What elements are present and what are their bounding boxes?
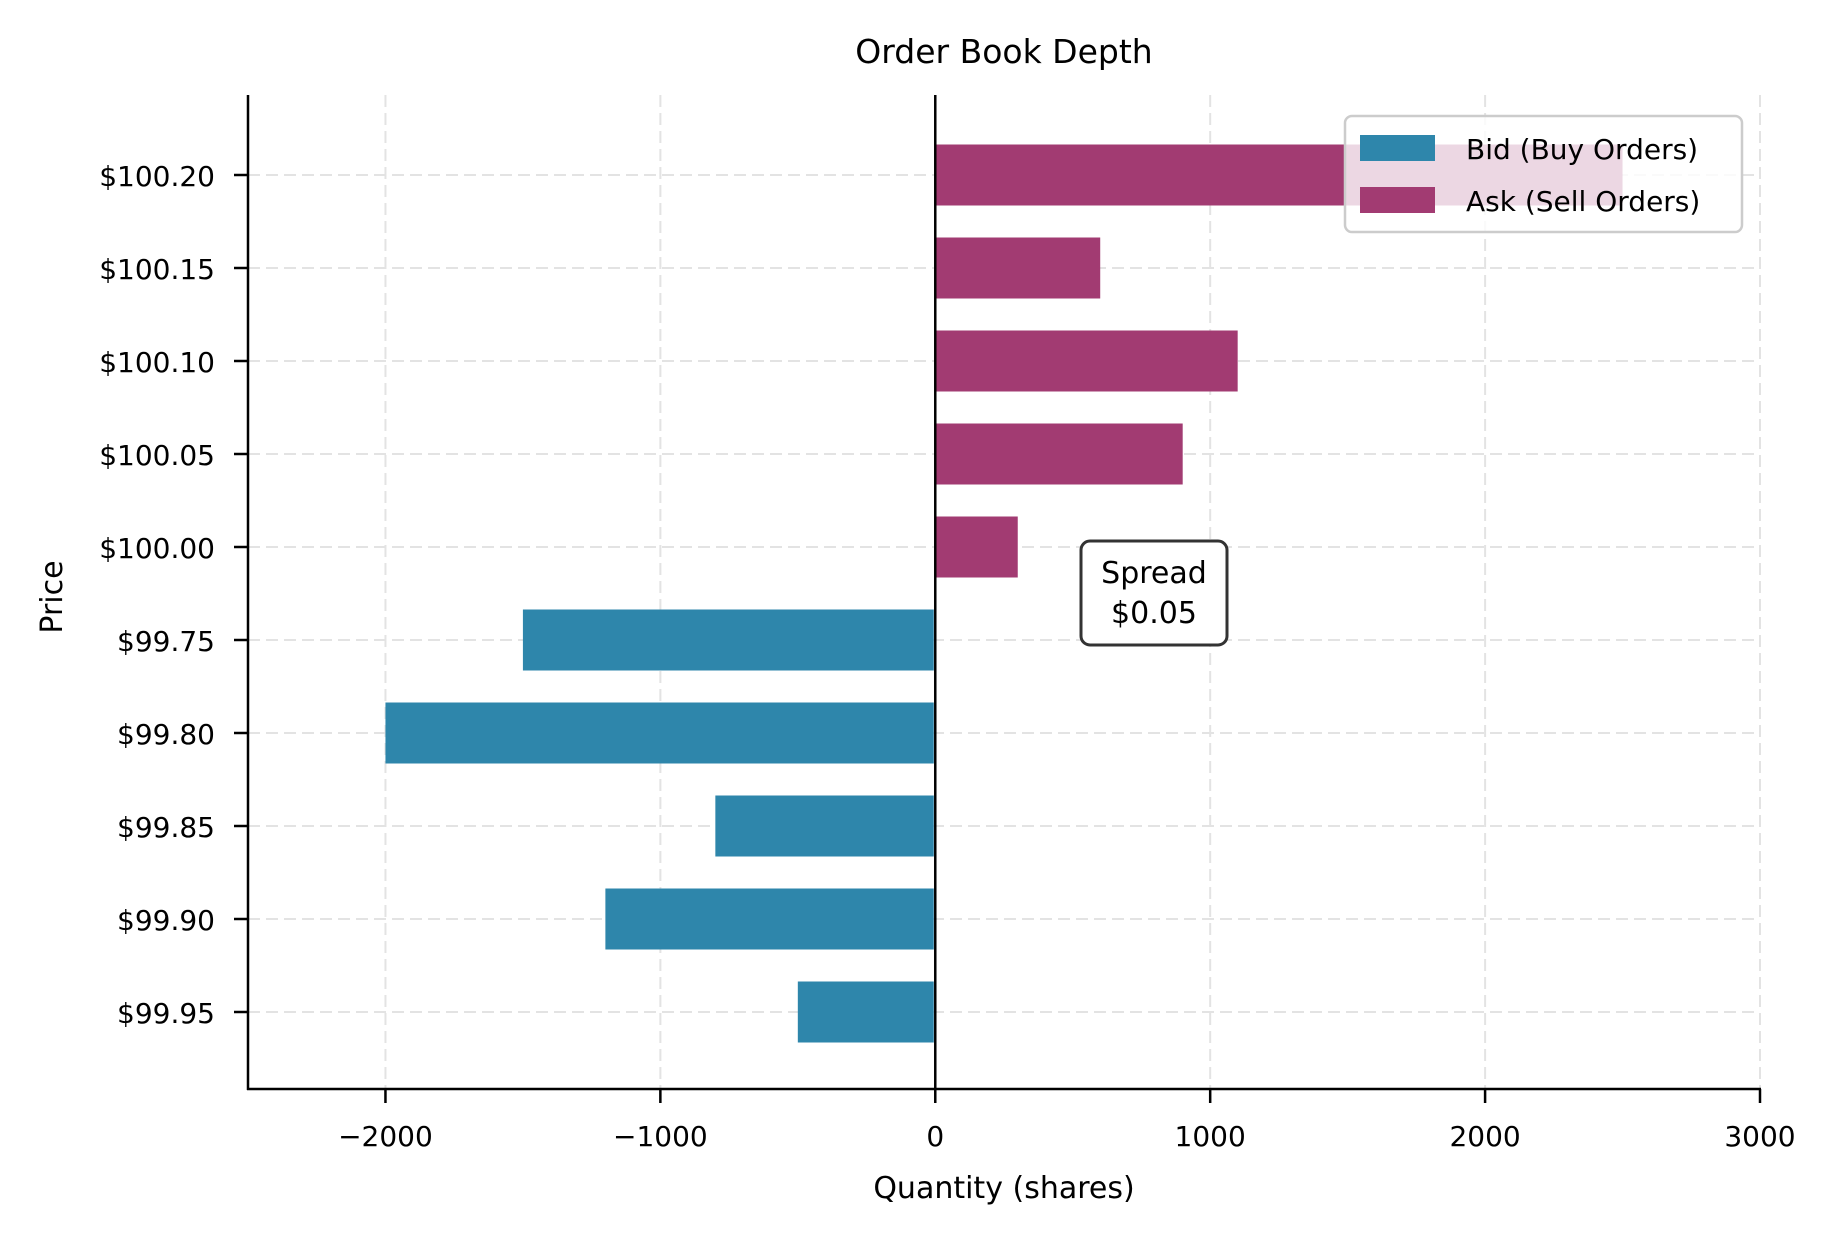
y-tick-label: $99.75 (117, 625, 215, 658)
y-tick-label: $100.10 (99, 346, 215, 379)
ask-bar (935, 423, 1183, 485)
legend-label-ask: Ask (Sell Orders) (1466, 185, 1700, 218)
legend-swatch-ask (1360, 187, 1435, 213)
bars (385, 144, 1623, 1043)
ask-bar (935, 237, 1101, 299)
legend: Bid (Buy Orders) Ask (Sell Orders) (1343, 114, 1744, 234)
y-axis-label: Price (35, 560, 70, 633)
x-tick-label: 3000 (1724, 1120, 1795, 1153)
legend-label-bid: Bid (Buy Orders) (1466, 133, 1698, 166)
x-axis-ticks: −2000 −1000 0 1000 2000 3000 (338, 1089, 1796, 1153)
x-tick-label: 0 (926, 1120, 944, 1153)
spread-annotation-box (1079, 539, 1229, 647)
y-tick-label: $99.85 (117, 811, 215, 844)
y-tick-label: $99.90 (117, 904, 215, 937)
bid-bar (385, 702, 934, 764)
x-axis-label: Quantity (shares) (873, 1171, 1134, 1206)
y-tick-label: $100.05 (99, 439, 215, 472)
spread-label: Spread (1101, 556, 1207, 591)
spread-annotation: Spread $0.05 (1079, 539, 1229, 647)
chart-title: Order Book Depth (855, 32, 1152, 71)
y-tick-label: $100.15 (99, 253, 215, 286)
legend-item-ask: Ask (Sell Orders) (1360, 185, 1700, 218)
y-axis-ticks: $100.20 $100.15 $100.10 $100.05 $100.00 $99.7… (99, 160, 248, 1030)
ask-bar (935, 330, 1238, 392)
legend-swatch-bid (1360, 135, 1435, 161)
x-tick-label: −2000 (338, 1120, 433, 1153)
y-tick-label: $100.20 (99, 160, 215, 193)
y-tick-label: $100.00 (99, 532, 215, 565)
y-tick-label: $99.80 (117, 718, 215, 751)
bid-bar (522, 609, 934, 671)
x-tick-label: −1000 (613, 1120, 708, 1153)
bid-bar (605, 888, 934, 950)
y-tick-label: $99.95 (117, 997, 215, 1030)
bid-bar (715, 795, 934, 857)
x-tick-label: 1000 (1175, 1120, 1246, 1153)
legend-item-bid: Bid (Buy Orders) (1360, 133, 1698, 166)
ask-bar (935, 516, 1018, 578)
gridlines (248, 95, 1761, 1089)
legend-box (1343, 114, 1744, 234)
x-tick-label: 2000 (1449, 1120, 1520, 1153)
spread-value: $0.05 (1111, 596, 1197, 631)
bid-bar (797, 981, 934, 1043)
